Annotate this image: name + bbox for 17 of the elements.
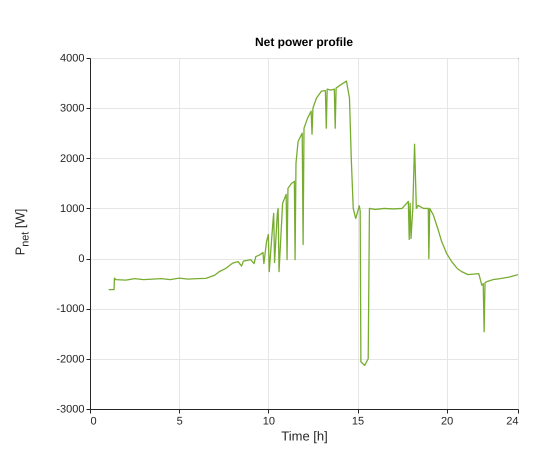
x-tick-label: 24 <box>506 416 518 428</box>
x-axis-title: Time [h] <box>281 428 328 444</box>
y-tick-label: 0 <box>78 253 84 266</box>
y-tick-label: -3000 <box>56 404 84 416</box>
line-series <box>108 80 518 366</box>
y-tick-label: -1000 <box>56 303 84 316</box>
y-tick-label: 2000 <box>60 152 84 165</box>
x-tick-label: 5 <box>176 416 183 428</box>
y-tick-label: -2000 <box>56 353 84 366</box>
y-tick-label: 1000 <box>60 202 84 215</box>
x-tick-label: 0 <box>90 416 97 428</box>
y-tick-label: 3000 <box>60 102 84 115</box>
x-tick-label: 15 <box>352 416 364 428</box>
x-tick-label: 20 <box>441 416 454 428</box>
chart-title: Net power profile <box>254 35 354 49</box>
x-tick-label: 10 <box>262 416 275 428</box>
y-tick-label: 4000 <box>60 52 84 64</box>
